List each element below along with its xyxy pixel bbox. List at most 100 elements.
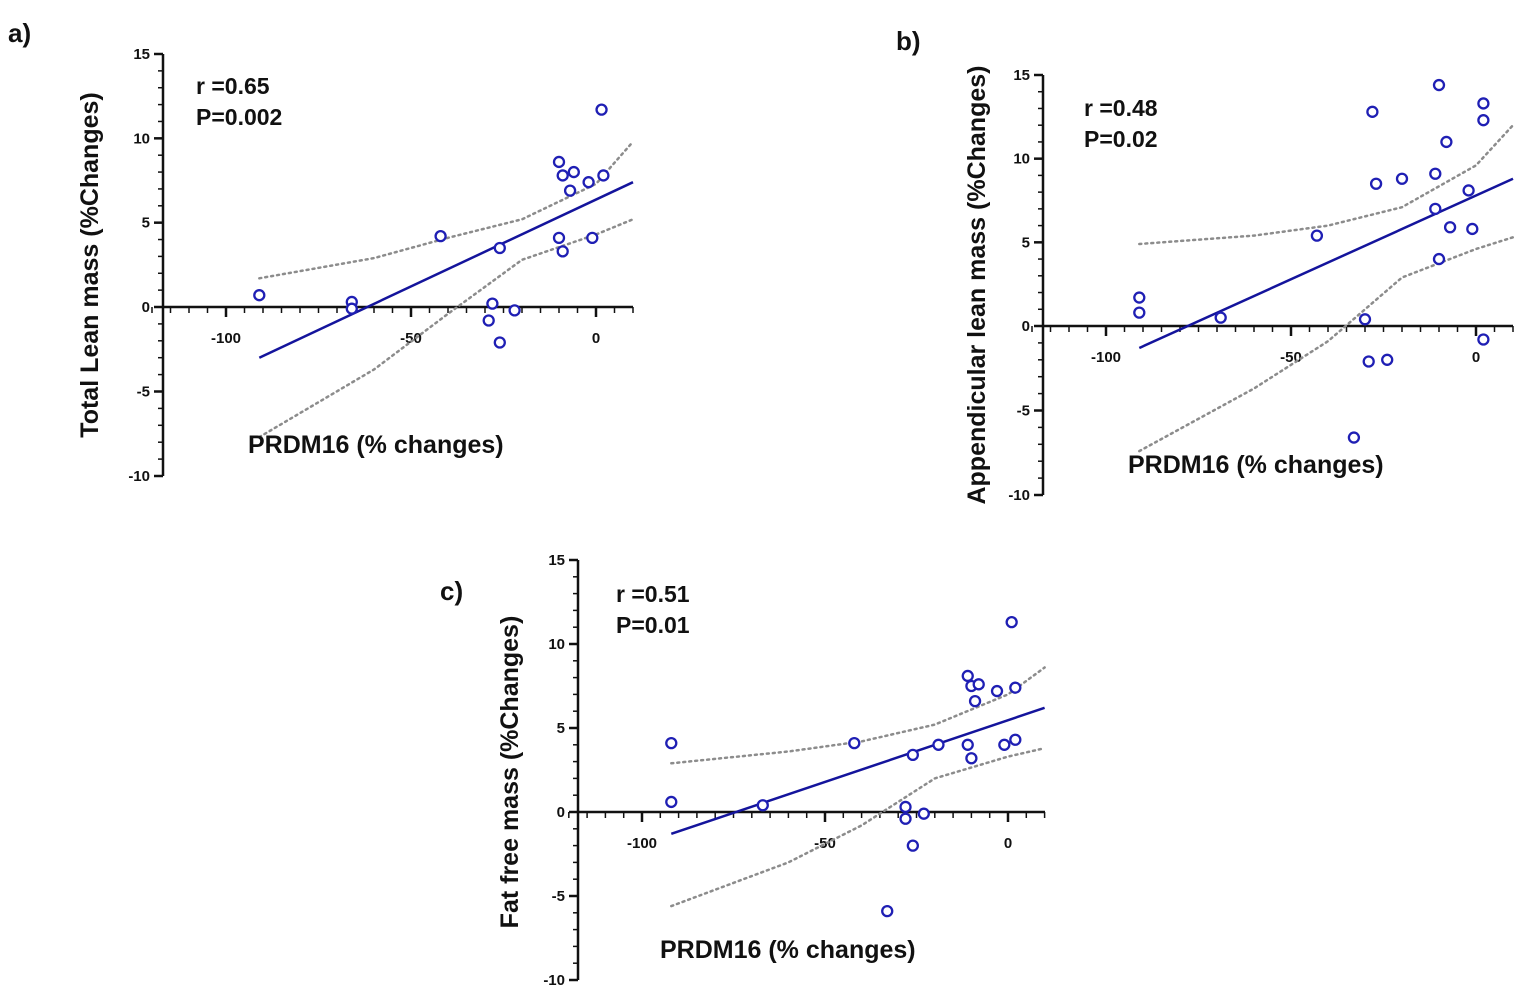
data-point <box>556 169 569 182</box>
x-tick-label: -50 <box>814 835 836 852</box>
x-tick-label: 0 <box>1004 835 1012 852</box>
data-point <box>486 297 499 310</box>
y-tick-label: 0 <box>142 299 150 316</box>
ci-lower-band <box>1138 236 1515 453</box>
data-point <box>597 169 610 182</box>
data-point <box>1381 353 1394 366</box>
panel-label: c) <box>440 576 463 606</box>
ci-upper-band <box>258 140 635 280</box>
data-point <box>1429 202 1442 216</box>
data-point <box>881 904 894 918</box>
y-axis-title: Total Lean mass (%Changes) <box>76 92 104 437</box>
x-tick-label: 0 <box>1472 349 1480 366</box>
data-point <box>665 736 678 750</box>
p-value: P=0.002 <box>196 104 282 130</box>
data-point <box>1310 229 1324 242</box>
x-axis-title: PRDM16 (% changes) <box>660 936 916 964</box>
data-point <box>482 314 495 327</box>
y-tick-label: -5 <box>1017 403 1030 420</box>
y-tick-label: 15 <box>548 552 565 569</box>
data-point <box>998 738 1011 751</box>
data-point <box>563 184 577 197</box>
data-point <box>968 694 982 708</box>
y-tick-label: 10 <box>548 636 565 653</box>
data-point <box>1358 313 1372 326</box>
y-tick-label: 15 <box>133 46 150 63</box>
data-point <box>1133 306 1146 319</box>
data-point <box>1395 172 1409 185</box>
data-point <box>1477 97 1490 110</box>
data-point <box>1366 105 1379 118</box>
data-point <box>1477 114 1490 127</box>
data-point <box>906 748 919 762</box>
y-tick-label: -10 <box>128 468 150 485</box>
data-point <box>434 230 447 243</box>
data-point <box>1369 177 1383 190</box>
y-tick-label: 5 <box>1022 234 1030 251</box>
data-point <box>972 678 985 691</box>
y-tick-label: 5 <box>142 215 150 232</box>
data-point <box>567 165 580 179</box>
y-tick-label: -5 <box>137 384 150 401</box>
x-tick-label: 0 <box>592 330 600 347</box>
data-point <box>1443 221 1457 234</box>
x-tick-label: -100 <box>627 835 657 852</box>
data-point <box>1429 167 1442 180</box>
x-axis-title: PRDM16 (% changes) <box>1128 451 1384 479</box>
data-point <box>1214 311 1227 324</box>
chart-panel-3: c) 15 10 5 0 -5 -10 -100 -50 0 r =0.51 P=0.01 PRDM16… <box>440 552 1046 989</box>
y-tick-label: 10 <box>133 130 150 147</box>
data-point <box>756 799 769 812</box>
data-point <box>1347 431 1361 444</box>
data-point <box>1005 616 1018 629</box>
data-point <box>586 231 599 244</box>
y-axis-title: Fat free mass (%Changes) <box>496 616 524 929</box>
data-point <box>899 800 912 814</box>
data-point <box>582 176 595 189</box>
y-tick-label: 5 <box>557 720 565 737</box>
data-point <box>595 103 608 116</box>
data-point <box>899 812 912 825</box>
ci-lower-band <box>258 218 635 439</box>
data-point <box>1466 222 1479 236</box>
data-point <box>493 336 506 349</box>
y-tick-label: 0 <box>1022 318 1030 335</box>
data-point <box>961 669 974 683</box>
x-tick-label: -100 <box>1091 349 1121 366</box>
data-point <box>552 231 566 244</box>
data-point <box>1477 333 1490 346</box>
data-point <box>1009 733 1022 746</box>
data-point <box>1432 252 1446 266</box>
data-point <box>665 795 678 809</box>
data-point <box>1432 78 1446 92</box>
y-tick-label: 15 <box>1013 67 1030 84</box>
correlation-r: r =0.51 <box>616 581 690 607</box>
x-tick-label: -50 <box>400 330 422 347</box>
data-point <box>961 738 974 751</box>
y-tick-label: -10 <box>543 972 565 989</box>
regression-line <box>258 181 634 359</box>
y-tick-label: 0 <box>557 804 565 821</box>
regression-line <box>1138 177 1514 350</box>
y-tick-label: 10 <box>1013 151 1030 168</box>
ci-lower-band <box>670 746 1046 908</box>
y-tick-label: -5 <box>552 888 565 905</box>
data-point <box>906 839 919 852</box>
p-value: P=0.02 <box>1084 126 1158 152</box>
x-axis-title: PRDM16 (% changes) <box>248 431 504 459</box>
data-point <box>253 289 266 302</box>
data-point <box>1362 355 1375 368</box>
x-tick-label: -100 <box>211 330 241 347</box>
data-point <box>1462 184 1475 197</box>
data-point <box>1440 135 1453 149</box>
data-point <box>552 155 566 169</box>
data-point <box>965 752 978 765</box>
y-axis-title: Appendicular lean mass (%Changes) <box>963 65 991 504</box>
y-tick-label: -10 <box>1008 487 1030 504</box>
data-point <box>1009 681 1022 694</box>
data-point <box>990 684 1004 698</box>
data-point <box>508 304 521 317</box>
p-value: P=0.01 <box>616 612 690 638</box>
